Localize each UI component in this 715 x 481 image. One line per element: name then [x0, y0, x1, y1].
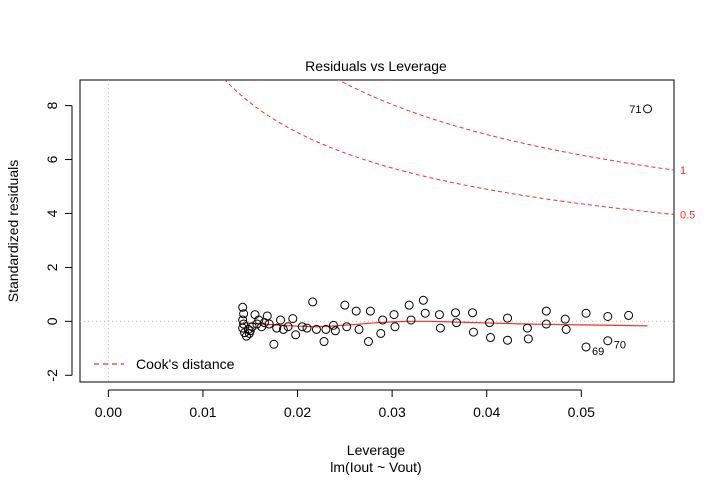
- data-point: [330, 326, 340, 336]
- data-point: [451, 308, 461, 318]
- data-point: [603, 336, 613, 346]
- data-point: [283, 322, 293, 332]
- data-point: [288, 314, 298, 324]
- cook-label-1: 1: [680, 165, 686, 177]
- data-point: [264, 319, 274, 329]
- data-point: [245, 326, 255, 336]
- x-tick-label: 0.01: [189, 404, 216, 420]
- data-point: [485, 318, 495, 328]
- data-point: [238, 302, 248, 312]
- y-tick-label: 4: [44, 209, 60, 217]
- data-point: [365, 306, 375, 316]
- data-point: [434, 310, 444, 320]
- legend-label: Cook's distance: [136, 356, 235, 372]
- x-tick-label: 0.04: [473, 404, 500, 420]
- data-point: [390, 322, 400, 332]
- data-point: [603, 311, 613, 321]
- chart-title: Residuals vs Leverage: [305, 58, 447, 74]
- legend: Cook's distance: [94, 356, 235, 372]
- data-point: [404, 300, 414, 310]
- x-tick-label: 0.05: [568, 404, 595, 420]
- data-point: [239, 309, 249, 319]
- y-tick-label: 6: [44, 155, 60, 163]
- data-point: [319, 337, 329, 347]
- data-point: [406, 315, 416, 325]
- data-point: [328, 320, 338, 330]
- data-point: [643, 104, 653, 114]
- data-point: [541, 319, 551, 329]
- data-point: [297, 322, 307, 332]
- data-point: [522, 323, 532, 333]
- data-point: [523, 334, 533, 344]
- data-point: [239, 319, 249, 329]
- data-point: [278, 324, 288, 334]
- cook-curve-0.5: [224, 80, 674, 215]
- data-point: [581, 342, 591, 352]
- data-point: [624, 310, 634, 320]
- x-tick-label: 0.02: [284, 404, 311, 420]
- y-tick-label: -2: [44, 369, 60, 382]
- data-point: [272, 323, 282, 333]
- data-point: [308, 297, 318, 307]
- x-tick-label: 0.00: [95, 404, 122, 420]
- data-point: [269, 339, 279, 349]
- smooth-line: [242, 320, 648, 328]
- y-axis-label: Standardized residuals: [5, 160, 21, 302]
- y-tick-label: 0: [44, 317, 60, 325]
- data-point: [581, 308, 591, 318]
- data-point: [486, 333, 495, 343]
- data-point: [247, 322, 257, 332]
- x-axis-label: Leverage: [347, 442, 406, 458]
- data-point: [541, 306, 551, 316]
- data-point: [468, 327, 478, 337]
- data-point: [468, 308, 478, 318]
- data-point: [276, 315, 286, 325]
- data-point: [376, 328, 386, 338]
- data-point: [363, 337, 373, 347]
- data-point: [302, 323, 312, 333]
- point-label-69: 69: [592, 346, 604, 358]
- data-point: [561, 324, 571, 334]
- data-point: [342, 322, 352, 332]
- data-point: [351, 306, 361, 316]
- data-point: [420, 308, 430, 318]
- data-point: [389, 310, 399, 320]
- x-tick-label: 0.03: [379, 404, 406, 420]
- data-point: [503, 335, 513, 345]
- data-point: [378, 315, 388, 325]
- cook-curve-1: [337, 80, 674, 171]
- data-point: [311, 324, 321, 334]
- data-point: [435, 323, 445, 333]
- data-point: [560, 314, 570, 324]
- data-point: [250, 310, 260, 320]
- point-label-71: 71: [629, 104, 641, 116]
- y-tick-label: 8: [44, 102, 60, 110]
- plot-frame: [79, 79, 675, 383]
- data-point: [503, 313, 513, 323]
- cook-label-0.5: 0.5: [680, 209, 695, 221]
- data-point: [291, 330, 301, 340]
- data-point: [418, 295, 428, 305]
- data-point: [354, 324, 364, 334]
- data-point: [451, 318, 461, 328]
- data-point: [340, 300, 350, 310]
- data-point: [321, 324, 331, 334]
- x-axis-subtitle: lm(Iout ~ Vout): [330, 459, 421, 475]
- point-label-70: 70: [614, 340, 626, 352]
- data-point: [262, 311, 272, 321]
- y-tick-label: 2: [44, 263, 60, 271]
